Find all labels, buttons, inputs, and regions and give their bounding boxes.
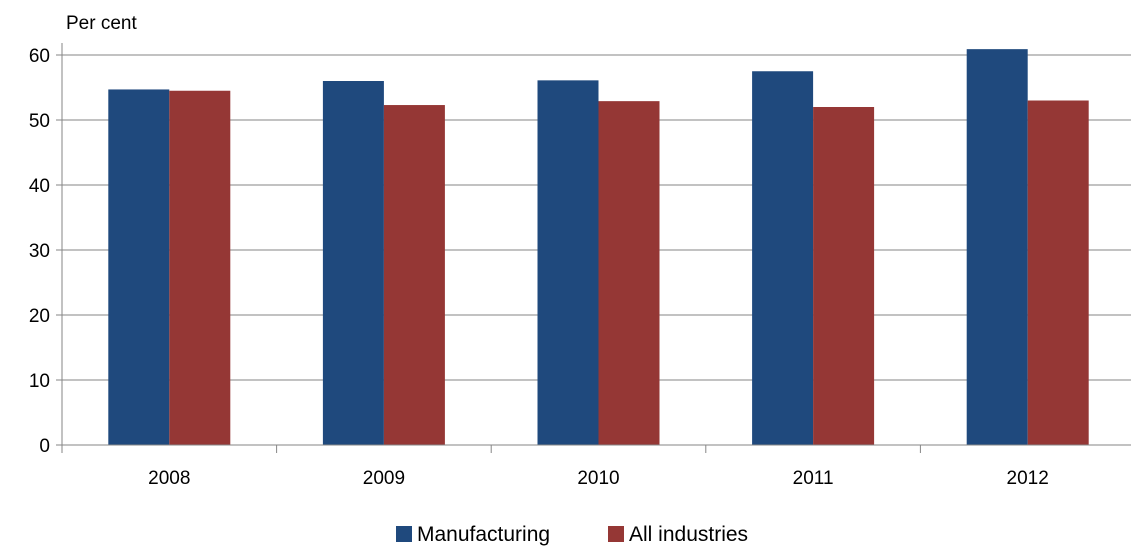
x-tick-label: 2009 xyxy=(363,468,405,489)
y-tick-label: 0 xyxy=(39,436,50,457)
bar-all-industries xyxy=(598,101,660,446)
bar-manufacturing xyxy=(752,71,814,445)
x-tick-label: 2010 xyxy=(577,468,619,489)
bar-all-industries xyxy=(169,90,231,445)
y-tick-label: 50 xyxy=(29,111,50,132)
y-tick-label: 60 xyxy=(29,46,50,67)
legend-swatch xyxy=(608,526,624,542)
legend-label: All industries xyxy=(629,523,748,546)
bar-all-industries xyxy=(383,105,445,446)
legend-label: Manufacturing xyxy=(417,523,550,546)
x-tick-label: 2011 xyxy=(793,468,834,489)
y-tick-label: 20 xyxy=(29,306,50,327)
y-tick-label: 10 xyxy=(29,371,50,392)
x-tick-label: 2012 xyxy=(1007,468,1049,489)
axes: 0 10 20 30 40 50 60 2008 2009 2010 2011 2012 xyxy=(29,43,1131,489)
y-tick-label: 30 xyxy=(29,241,50,262)
bar-manufacturing xyxy=(537,80,599,445)
legend: Manufacturing All industries xyxy=(396,523,748,546)
bar-manufacturing xyxy=(322,81,384,445)
bar-all-industries xyxy=(813,107,875,445)
bar-manufacturing xyxy=(966,49,1028,446)
bars xyxy=(108,49,1089,446)
y-axis-unit-label: Per cent xyxy=(66,13,137,34)
y-tick-label: 40 xyxy=(29,176,50,197)
x-tick-label: 2008 xyxy=(148,468,190,489)
bar-manufacturing xyxy=(108,89,170,445)
bar-all-industries xyxy=(1027,100,1089,445)
legend-swatch xyxy=(396,526,412,542)
